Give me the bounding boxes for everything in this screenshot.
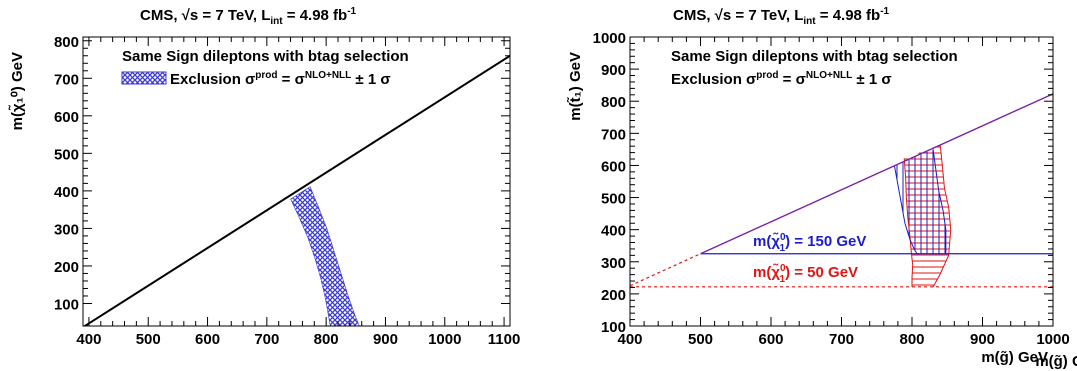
right-legend-entry: Exclusion σprod = σNLO+NLL ± 1 σ: [671, 70, 892, 88]
left-x-tick-label: 1000: [428, 331, 461, 348]
right-y-tick-label: 700: [601, 126, 626, 143]
right-y-tick-label: 200: [601, 287, 626, 304]
right-series-label-150: m(χ̃0 1) = 150 GeV: [753, 232, 866, 254]
right-title: CMS, √s = 7 TeV, Lint = 4.98 fb-1: [673, 6, 890, 27]
right-y-axis-label: m(t̃₁) GeV: [567, 52, 584, 121]
left-x-tick-label: 500: [136, 331, 161, 348]
right-y-tick-label: 300: [601, 255, 626, 272]
right-panel: CMS, √s = 7 TeV, Lint = 4.98 fb-1 400 500…: [567, 6, 1070, 366]
left-axes: 400 500 600 700 800 900 1000 1100 100 200 300 400 50…: [54, 34, 520, 348]
left-legend-title: Same Sign dileptons with btag selection: [122, 48, 409, 65]
right-band-50-right-edge: [932, 144, 952, 288]
right-x-tick-label: 500: [688, 331, 713, 348]
right-y-tick-label: 800: [601, 94, 626, 111]
right-y-tick-label: 900: [601, 62, 626, 79]
right-x-tick-label: 400: [617, 331, 642, 348]
right-y-tick-label: 1000: [593, 30, 626, 47]
right-y-tick-label: 500: [601, 191, 626, 208]
left-x-tick-label: 600: [195, 331, 220, 348]
left-kinematic-line: [83, 54, 510, 326]
left-legend-entry: Exclusion σprod = σNLO+NLL ± 1 σ: [170, 70, 391, 88]
left-exclusion-band: [290, 186, 360, 326]
left-x-axis-label: m(g̃) GeV: [1035, 353, 1077, 370]
right-band-50-left-edge: [903, 158, 914, 287]
right-x-axis-label: m(g̃) GeV: [981, 349, 1048, 366]
left-x-tick-label: 700: [254, 331, 279, 348]
right-x-tick-label: 700: [829, 331, 854, 348]
left-plot-data: [83, 54, 510, 326]
right-band-150-fill: [894, 149, 946, 254]
left-x-tick-label: 800: [314, 331, 339, 348]
right-y-tick-label: 100: [601, 319, 626, 336]
left-y-tick-label: 500: [54, 146, 79, 163]
right-legend-title: Same Sign dileptons with btag selection: [671, 48, 958, 65]
right-x-tick-label: 600: [758, 331, 783, 348]
right-kinematic-line-extension: [630, 253, 701, 287]
left-y-tick-label: 700: [54, 71, 79, 88]
left-y-tick-label: 300: [54, 221, 79, 238]
left-y-tick-label: 400: [54, 184, 79, 201]
right-band-150-right-edge: [932, 149, 947, 254]
left-x-tick-label: 1100: [488, 331, 521, 348]
right-y-tick-label: 600: [601, 158, 626, 175]
left-y-axis-label: m(χ̃₁⁰) GeV: [8, 52, 26, 130]
left-title: CMS, √s = 7 TeV, Lint = 4.98 fb-1: [140, 6, 357, 27]
right-kinematic-line: [700, 93, 1053, 255]
left-x-tick-label: 400: [76, 331, 101, 348]
left-x-tick-label: 900: [373, 331, 398, 348]
left-panel: CMS, √s = 7 TeV, Lint = 4.98 fb-1 400 500…: [8, 6, 1077, 370]
left-y-tick-label: 600: [54, 109, 79, 126]
right-axes: 400 500 600 700 800 900 1000 100 200 300 400 500 600…: [593, 30, 1070, 348]
left-frame: [82, 36, 511, 327]
right-x-tick-label: 900: [970, 331, 995, 348]
right-band-150-left-edge: [893, 165, 920, 255]
left-y-tick-label: 100: [54, 296, 79, 313]
right-x-tick-label: 1000: [1036, 331, 1069, 348]
right-x-tick-label: 800: [899, 331, 924, 348]
left-y-tick-label: 200: [54, 259, 79, 276]
right-series-label-50: m(χ̃0 1) = 50 GeV: [753, 263, 858, 285]
right-y-tick-label: 400: [601, 223, 626, 240]
left-legend-swatch: [121, 71, 167, 85]
left-y-tick-label: 800: [54, 34, 79, 51]
right-plot-data: [630, 93, 1053, 288]
